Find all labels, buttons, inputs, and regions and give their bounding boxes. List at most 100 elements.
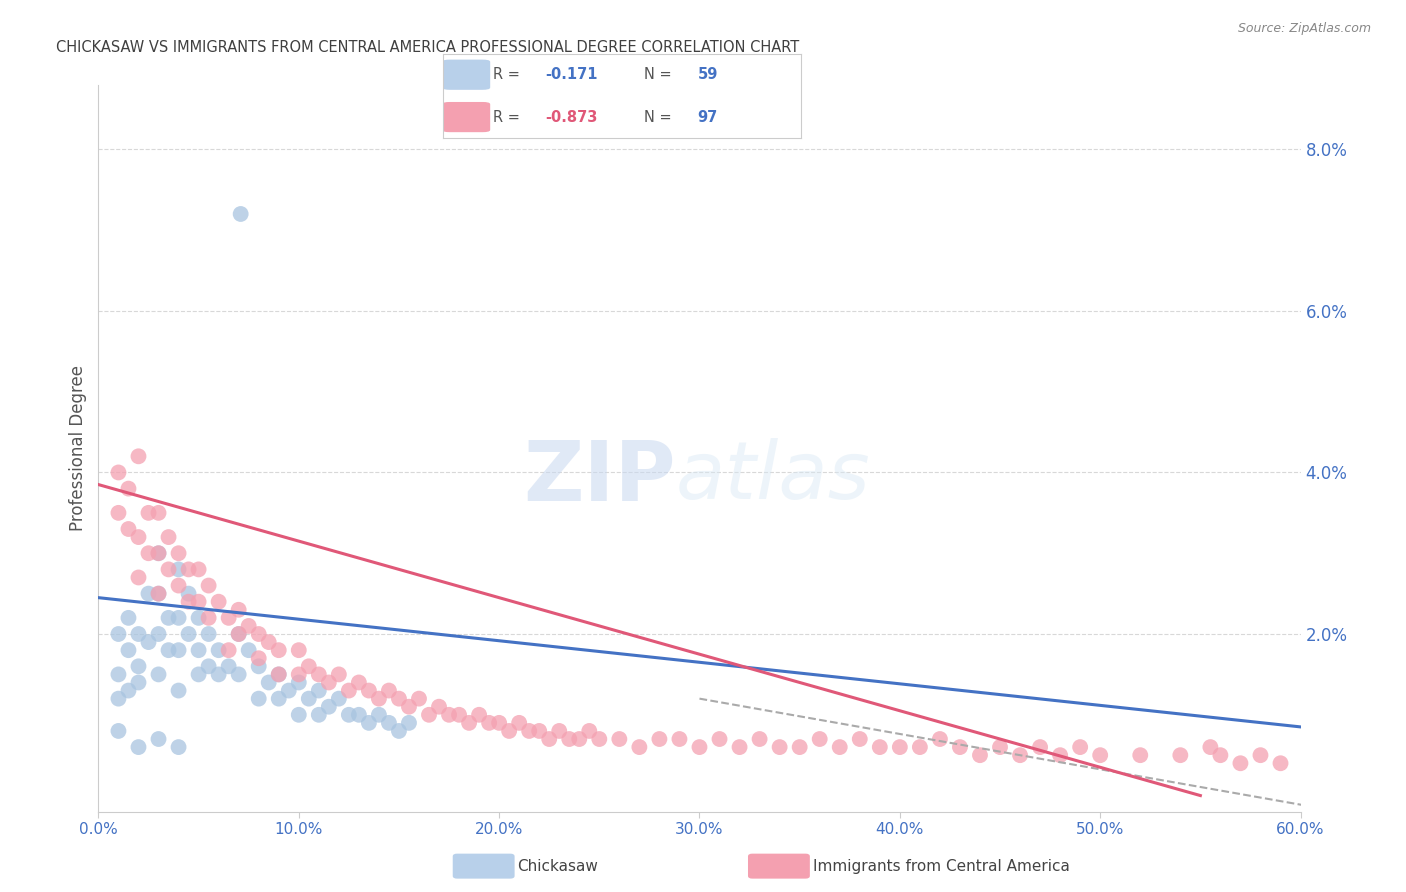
Point bbox=[167, 683, 190, 698]
Text: ZIP: ZIP bbox=[523, 437, 675, 518]
Point bbox=[529, 723, 551, 738]
Point bbox=[228, 627, 250, 641]
Point bbox=[157, 611, 180, 625]
Point bbox=[138, 506, 160, 520]
Point bbox=[889, 740, 911, 755]
Point bbox=[148, 546, 170, 560]
Point bbox=[177, 562, 200, 576]
Point bbox=[298, 691, 321, 706]
Point bbox=[177, 595, 200, 609]
Point bbox=[1199, 740, 1222, 755]
Point bbox=[347, 707, 370, 722]
Point bbox=[1049, 748, 1071, 763]
Point bbox=[107, 691, 129, 706]
Point bbox=[908, 740, 931, 755]
Point bbox=[308, 683, 330, 698]
Point bbox=[357, 683, 380, 698]
Text: Source: ZipAtlas.com: Source: ZipAtlas.com bbox=[1237, 22, 1371, 36]
Point bbox=[308, 667, 330, 681]
Point bbox=[177, 627, 200, 641]
Point bbox=[117, 643, 139, 657]
Point bbox=[148, 627, 170, 641]
Point bbox=[148, 667, 170, 681]
Point bbox=[378, 715, 401, 730]
Point bbox=[167, 562, 190, 576]
Text: R =: R = bbox=[494, 110, 520, 125]
Point bbox=[1069, 740, 1091, 755]
Point bbox=[107, 723, 129, 738]
Point bbox=[488, 715, 510, 730]
Point bbox=[808, 731, 831, 746]
Point bbox=[167, 578, 190, 592]
Point bbox=[128, 675, 150, 690]
Point bbox=[769, 740, 792, 755]
Point bbox=[238, 619, 260, 633]
Text: atlas: atlas bbox=[675, 438, 870, 516]
FancyBboxPatch shape bbox=[443, 103, 489, 131]
Point bbox=[1010, 748, 1032, 763]
Point bbox=[107, 506, 129, 520]
Point bbox=[498, 723, 520, 738]
Point bbox=[408, 691, 430, 706]
Point bbox=[138, 546, 160, 560]
Point bbox=[508, 715, 530, 730]
Point bbox=[709, 731, 731, 746]
Point bbox=[187, 667, 209, 681]
Point bbox=[347, 675, 370, 690]
Point bbox=[228, 603, 250, 617]
Point bbox=[378, 683, 401, 698]
Point bbox=[288, 675, 311, 690]
Point bbox=[357, 715, 380, 730]
Point bbox=[167, 611, 190, 625]
Point bbox=[117, 611, 139, 625]
Point bbox=[418, 707, 440, 722]
Point bbox=[107, 667, 129, 681]
Point bbox=[257, 635, 280, 649]
Point bbox=[128, 659, 150, 673]
Point bbox=[128, 627, 150, 641]
Point bbox=[447, 707, 470, 722]
Point bbox=[668, 731, 690, 746]
Point bbox=[427, 699, 450, 714]
Point bbox=[368, 691, 391, 706]
Point bbox=[229, 207, 252, 221]
Point bbox=[208, 595, 231, 609]
Point bbox=[288, 707, 311, 722]
Point bbox=[218, 643, 240, 657]
Point bbox=[828, 740, 851, 755]
Text: Chickasaw: Chickasaw bbox=[517, 859, 599, 873]
Point bbox=[128, 570, 150, 584]
Point bbox=[187, 643, 209, 657]
Point bbox=[157, 530, 180, 544]
Point bbox=[197, 578, 219, 592]
Text: N =: N = bbox=[644, 110, 671, 125]
Point bbox=[128, 530, 150, 544]
Point bbox=[648, 731, 671, 746]
Point bbox=[1229, 756, 1251, 771]
Point bbox=[869, 740, 891, 755]
Point bbox=[128, 740, 150, 755]
Point bbox=[167, 546, 190, 560]
Point bbox=[969, 748, 991, 763]
Point bbox=[267, 643, 290, 657]
Y-axis label: Professional Degree: Professional Degree bbox=[69, 365, 87, 532]
Point bbox=[187, 611, 209, 625]
Point bbox=[238, 643, 260, 657]
Point bbox=[148, 506, 170, 520]
Point bbox=[398, 715, 420, 730]
Text: -0.171: -0.171 bbox=[546, 67, 598, 82]
Point bbox=[1250, 748, 1272, 763]
Point bbox=[197, 627, 219, 641]
Point bbox=[1029, 740, 1052, 755]
FancyBboxPatch shape bbox=[443, 61, 489, 89]
Point bbox=[789, 740, 811, 755]
Point bbox=[138, 587, 160, 601]
Point bbox=[437, 707, 460, 722]
Point bbox=[157, 562, 180, 576]
Point bbox=[1270, 756, 1292, 771]
Point bbox=[1170, 748, 1192, 763]
Point bbox=[538, 731, 561, 746]
Point bbox=[208, 667, 231, 681]
Point bbox=[247, 651, 270, 665]
Point bbox=[929, 731, 952, 746]
